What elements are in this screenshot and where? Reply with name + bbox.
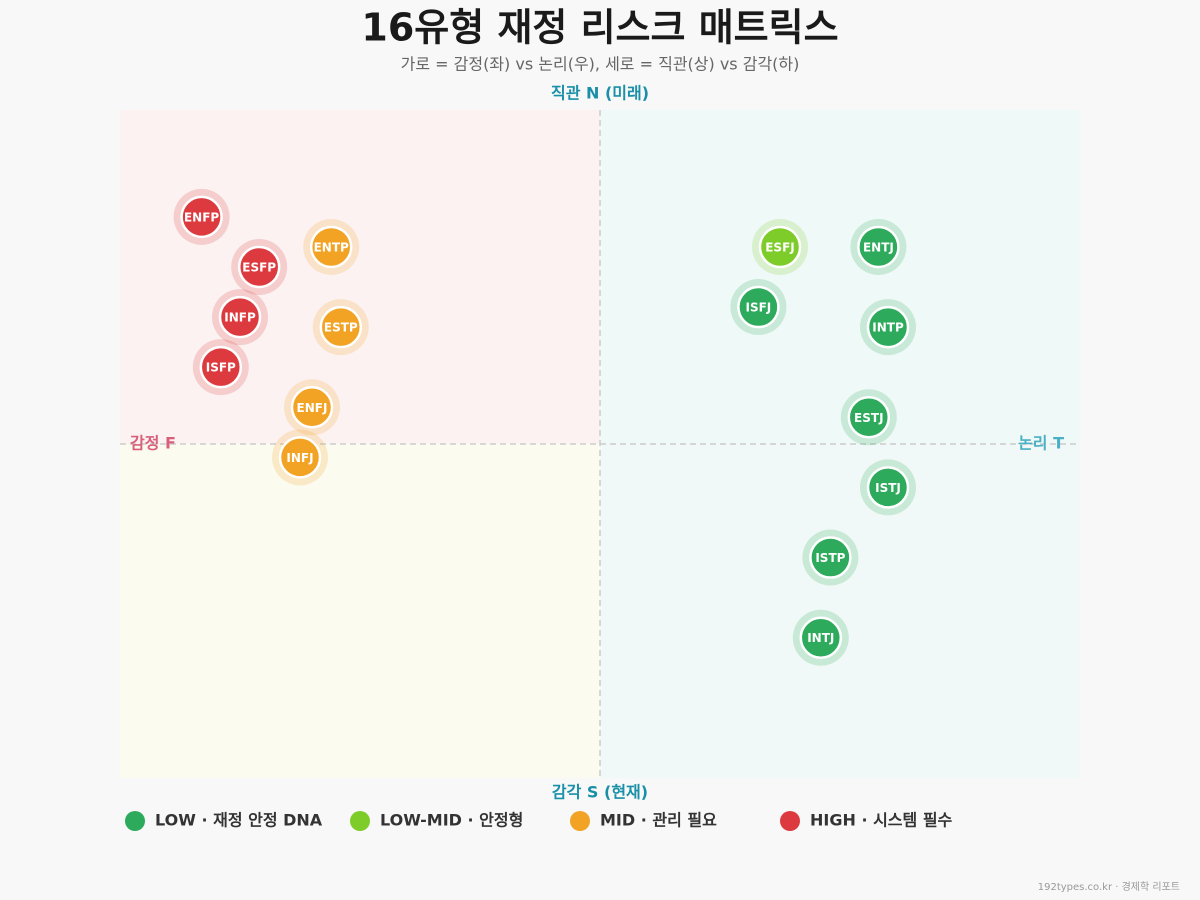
legend-swatch: [570, 811, 590, 831]
chart-subtitle: 가로 = 감정(좌) vs 논리(우), 세로 = 직관(상) vs 감각(하): [401, 55, 800, 74]
point: INTJ: [792, 609, 849, 666]
point: ESTJ: [840, 389, 897, 446]
point: ISFP: [192, 339, 249, 396]
point-label: INTJ: [807, 631, 834, 645]
point-marker: [319, 305, 363, 349]
legend-swatch: [125, 811, 145, 831]
point: ESTP: [312, 299, 369, 356]
point-marker: [218, 295, 262, 339]
point: ENFP: [173, 188, 230, 245]
top-axis-label: 직관 N (미래): [551, 84, 649, 103]
point-marker: [866, 466, 910, 509]
point-label: ISFP: [206, 361, 236, 375]
point-marker: [737, 285, 780, 329]
point: ENTP: [303, 218, 360, 275]
point: ISTJ: [860, 459, 916, 516]
footer: 192types.co.kr · 경제학 리포트: [1038, 880, 1180, 893]
point-label: ENTJ: [863, 240, 894, 254]
point-label: INTP: [872, 321, 904, 335]
point-label: ENTP: [314, 240, 349, 254]
point-label: ESFP: [242, 260, 276, 274]
point-marker: [199, 345, 243, 389]
point-label: ISFJ: [746, 301, 772, 315]
quadrant: [600, 110, 1080, 444]
point-marker: [857, 225, 900, 269]
point-marker: [180, 195, 223, 239]
legend-label: LOW · 재정 안정 DNA: [155, 811, 323, 830]
point: ISTP: [802, 529, 859, 586]
point-label: ESFJ: [765, 240, 795, 254]
point-marker: [758, 225, 802, 269]
plot-area: ENTJ ISFJ INTP ESTJ ISTJ ISTP INTJ ESFJ ENTP ESTP…: [120, 110, 1080, 778]
point-marker: [866, 305, 910, 349]
chart-title: 16유형 재정 리스크 매트릭스: [361, 6, 838, 50]
quadrant: [120, 110, 600, 444]
point: ESFJ: [752, 218, 808, 275]
point-label: ENFJ: [297, 401, 328, 415]
right-axis-label: 논리 T: [1018, 434, 1064, 453]
point-label: ISTJ: [875, 481, 901, 495]
point-marker: [278, 436, 322, 479]
point: ENFJ: [284, 379, 340, 436]
point-label: INFP: [224, 311, 256, 325]
point-label: ENFP: [184, 210, 219, 224]
legend-swatch: [780, 811, 800, 831]
point-label: ISTP: [815, 551, 845, 565]
point-marker: [809, 536, 852, 579]
legend-label: MID · 관리 필요: [600, 811, 717, 830]
point: ESFP: [231, 238, 288, 295]
point: INFJ: [272, 429, 328, 486]
quadrant: [600, 444, 1080, 778]
point-marker: [309, 225, 353, 269]
point-marker: [290, 386, 334, 429]
point-marker: [237, 245, 281, 289]
left-axis-label: 감정 F: [130, 434, 176, 453]
quadrant: [120, 444, 600, 778]
legend-label: LOW-MID · 안정형: [380, 811, 523, 830]
legend-label: HIGH · 시스템 필수: [810, 811, 953, 830]
point-marker: [847, 396, 891, 439]
point-label: ESTJ: [854, 411, 884, 425]
legend-swatch: [350, 811, 370, 831]
point-marker: [799, 616, 843, 659]
point: ISFJ: [730, 279, 787, 336]
bottom-axis-label: 감각 S (현재): [552, 783, 648, 802]
point-label: INFJ: [286, 451, 313, 465]
point: ENTJ: [850, 218, 907, 275]
point: INFP: [212, 289, 268, 346]
point: INTP: [860, 299, 916, 356]
point-label: ESTP: [324, 321, 358, 335]
